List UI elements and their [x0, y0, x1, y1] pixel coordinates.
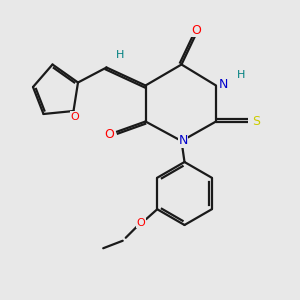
Text: N: N: [178, 134, 188, 148]
Text: S: S: [253, 115, 260, 128]
Text: N: N: [219, 77, 228, 91]
Text: H: H: [116, 50, 124, 61]
Text: H: H: [237, 70, 245, 80]
Text: O: O: [105, 128, 114, 142]
Text: O: O: [136, 218, 145, 228]
Text: O: O: [70, 112, 80, 122]
Text: O: O: [192, 23, 201, 37]
